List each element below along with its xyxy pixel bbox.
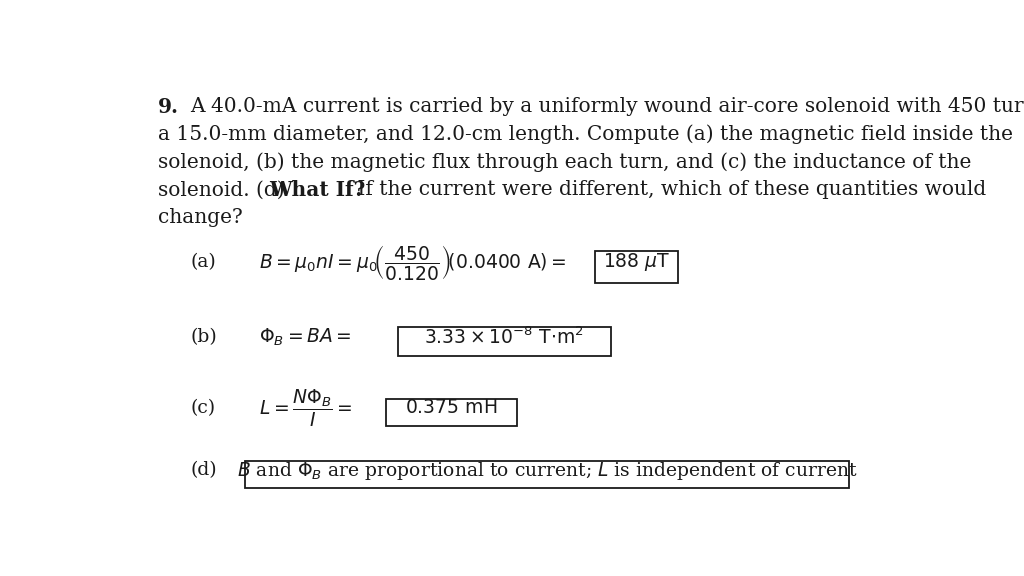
Bar [246, 461, 849, 488]
Text: $B$ and $\Phi_B$ are proportional to current; $L$ is independent of current: $B$ and $\Phi_B$ are proportional to cur… [237, 460, 857, 482]
Text: $B = \mu_0 nI = \mu_0 \!\left(\dfrac{450}{0.120}\right)\!(0.0400\ \mathrm{A}) = : $B = \mu_0 nI = \mu_0 \!\left(\dfrac{450… [259, 242, 566, 282]
Text: 9.: 9. [158, 97, 179, 116]
Text: A 40.0-mA current is carried by a uniformly wound air-core solenoid with 450 tur: A 40.0-mA current is carried by a unifor… [189, 97, 1024, 116]
Text: solenoid. (d): solenoid. (d) [158, 180, 291, 199]
Text: (b): (b) [190, 328, 217, 346]
Text: If the current were different, which of these quantities would: If the current were different, which of … [351, 180, 986, 199]
Bar [386, 399, 517, 426]
Text: solenoid, (b) the magnetic flux through each turn, and (c) the inductance of the: solenoid, (b) the magnetic flux through … [158, 153, 972, 172]
Text: $188\ \mu\mathrm{T}$: $188\ \mu\mathrm{T}$ [602, 251, 670, 273]
Text: $L = \dfrac{N\Phi_B}{I} = $: $L = \dfrac{N\Phi_B}{I} = $ [259, 388, 352, 429]
Bar [397, 327, 610, 356]
Text: $0.375\ \mathrm{mH}$: $0.375\ \mathrm{mH}$ [406, 399, 498, 418]
Text: (d): (d) [190, 461, 217, 479]
Text: $3.33 \times 10^{-8}\ \mathrm{T{\cdot}m^2}$: $3.33 \times 10^{-8}\ \mathrm{T{\cdot}m^… [424, 327, 584, 348]
Text: (a): (a) [190, 253, 216, 271]
Text: a 15.0-mm diameter, and 12.0-cm length. Compute (a) the magnetic field inside th: a 15.0-mm diameter, and 12.0-cm length. … [158, 124, 1013, 144]
Bar [595, 251, 678, 283]
Text: (c): (c) [190, 399, 216, 418]
Text: change?: change? [158, 209, 243, 228]
Text: What If?: What If? [269, 180, 366, 200]
Text: $\Phi_B = BA = $: $\Phi_B = BA = $ [259, 327, 351, 348]
